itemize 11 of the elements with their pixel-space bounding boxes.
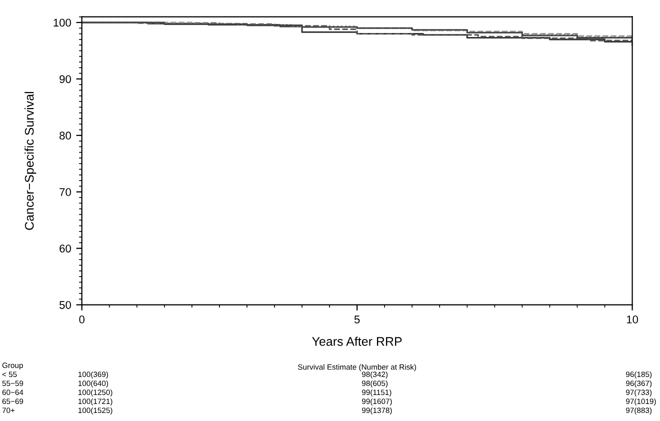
y-tick-label: 50: [60, 301, 71, 309]
x-axis-title: Years After RRP: [312, 336, 402, 346]
y-tick-label: 90: [60, 75, 71, 84]
x-tick-label: 0: [79, 316, 84, 324]
y-axis-title: Cancer−Specific Survival: [24, 92, 36, 230]
y-tick-label: 80: [60, 132, 71, 140]
y-tick-label: 60: [60, 244, 71, 252]
y-tick-label: 100: [54, 18, 71, 27]
x-tick-label: 10: [626, 316, 638, 324]
y-tick-label: 70: [60, 188, 71, 196]
x-tick-label: 5: [354, 316, 360, 324]
